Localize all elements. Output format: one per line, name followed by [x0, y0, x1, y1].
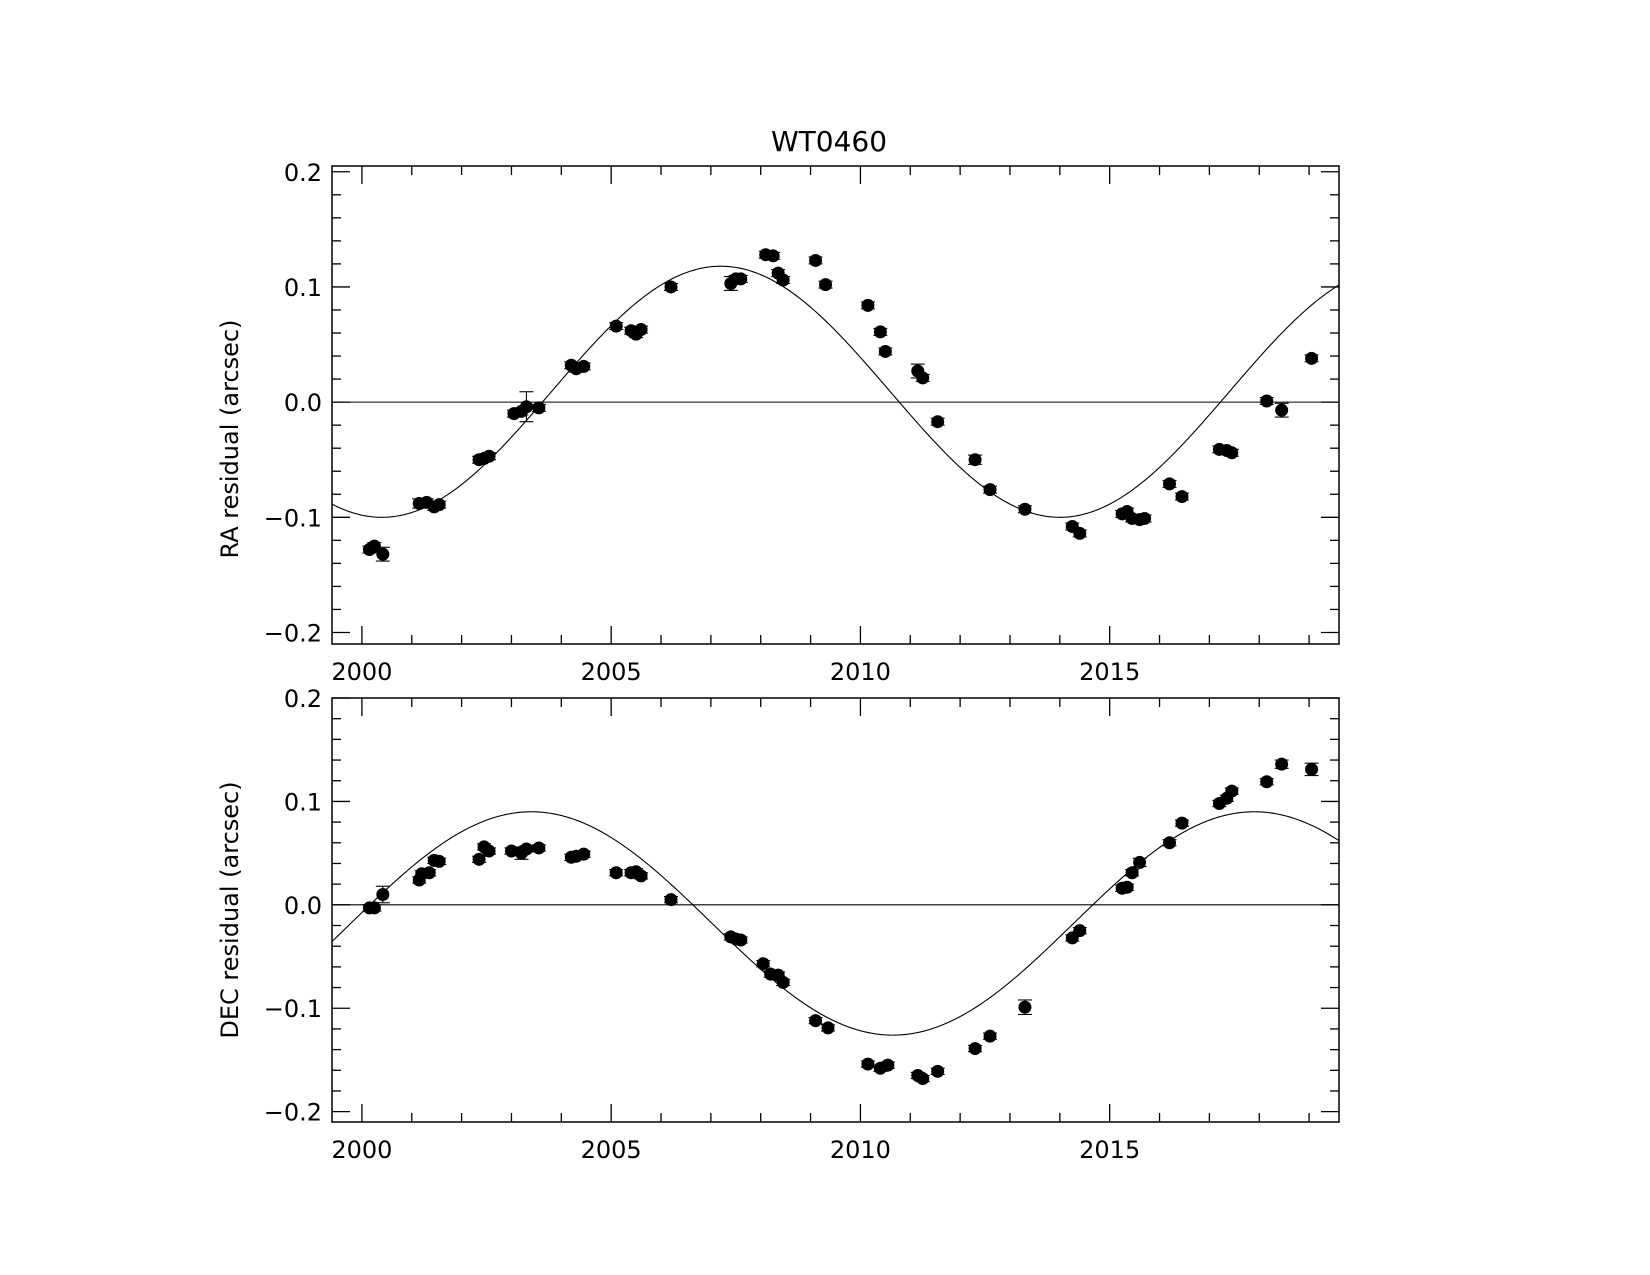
dec-data-point: [482, 844, 496, 858]
ra-data-point: [634, 323, 648, 337]
dec-data-point: [422, 866, 436, 880]
dec-data-point: [1260, 775, 1274, 789]
dec-data-point: [519, 842, 533, 856]
dec-data-point: [1018, 1000, 1032, 1014]
dec-data-point: [367, 901, 381, 915]
dec-data-point: [664, 893, 678, 907]
ra-plot-frame: [331, 165, 1340, 645]
dec-y-axis-label: DEC residual (arcsec): [216, 781, 244, 1038]
dec-data-point: [1125, 866, 1139, 880]
dec-data-point: [376, 887, 390, 901]
dec-x-tick-label: 2005: [581, 1136, 642, 1164]
ra-data-point: [664, 280, 678, 294]
ra-residual-panel: RA residual (arcsec) 2000 2005 2010 2015 −0.…: [216, 159, 1340, 686]
ra-data-point: [931, 415, 945, 429]
dec-residual-panel: DEC residual (arcsec) 2000 2005 2010 2015 −0…: [216, 685, 1340, 1164]
ra-data-point: [968, 453, 982, 467]
ra-y-tick-label: 0.0: [284, 389, 322, 417]
ra-y-tick-label: −0.1: [264, 504, 322, 532]
ra-data-point: [367, 539, 381, 553]
dec-data-point: [734, 933, 748, 947]
chart-title: WT0460: [771, 125, 887, 158]
ra-data-point: [1018, 502, 1032, 516]
ra-data-point: [776, 273, 790, 287]
ra-data-point: [983, 483, 997, 497]
ra-x-tick-label: 2010: [830, 658, 891, 686]
ra-y-tick-label: −0.2: [264, 619, 322, 647]
ra-data-point: [609, 319, 623, 333]
dec-y-tick-label: 0.0: [284, 892, 322, 920]
ra-data-point: [1175, 490, 1189, 504]
ra-y-axis-label: RA residual (arcsec): [216, 320, 244, 559]
ra-data-point: [861, 298, 875, 312]
ra-data-point: [1138, 511, 1152, 525]
dec-data-point: [472, 852, 486, 866]
dec-data-point: [1133, 855, 1147, 869]
dec-data-point: [1305, 762, 1319, 776]
ra-data-point: [1073, 526, 1087, 540]
dec-data-point: [609, 866, 623, 880]
ra-data-point: [1260, 394, 1274, 408]
ra-data-point: [819, 278, 833, 292]
ra-data-point: [766, 249, 780, 263]
dec-data-point: [881, 1058, 895, 1072]
dec-data-point: [1275, 757, 1289, 771]
dec-data-point: [504, 844, 518, 858]
ra-data-point: [376, 547, 390, 561]
ra-data-point: [1305, 351, 1319, 365]
ra-data-point: [916, 371, 930, 385]
dec-data-point: [1163, 836, 1177, 850]
ra-data-point: [432, 498, 446, 512]
dec-x-tick-label: 2000: [331, 1136, 392, 1164]
ra-data-point: [482, 449, 496, 463]
ra-x-tick-label: 2000: [331, 658, 392, 686]
ra-x-tick-label: 2015: [1079, 658, 1140, 686]
dec-data-point: [983, 1029, 997, 1043]
ra-data-point: [577, 359, 591, 373]
ra-data-point: [873, 325, 887, 339]
dec-data-point: [1073, 924, 1087, 938]
dec-data-point: [756, 957, 770, 971]
dec-data-point: [532, 841, 546, 855]
dec-data-point: [776, 975, 790, 989]
ra-data-point: [1275, 403, 1289, 417]
ra-y-tick-label: 0.1: [284, 274, 322, 302]
dec-data-point: [821, 1021, 835, 1035]
ra-y-tick-label: 0.2: [284, 159, 322, 187]
dec-plot-frame: [331, 697, 1340, 1123]
dec-data-point: [968, 1042, 982, 1056]
ra-x-tick-label: 2005: [581, 658, 642, 686]
ra-data-point: [734, 272, 748, 286]
dec-y-tick-label: 0.1: [284, 788, 322, 816]
dec-data-point: [931, 1064, 945, 1078]
ra-data-point: [519, 400, 533, 414]
dec-y-tick-label: 0.2: [284, 685, 322, 713]
dec-x-tick-label: 2015: [1079, 1136, 1140, 1164]
dec-data-point: [577, 847, 591, 861]
dec-data-point: [1225, 784, 1239, 798]
dec-data-point: [916, 1072, 930, 1086]
dec-data-point: [861, 1057, 875, 1071]
ra-data-point: [809, 253, 823, 267]
dec-data-point: [1175, 816, 1189, 830]
dec-x-tick-label: 2010: [830, 1136, 891, 1164]
ra-data-point: [532, 401, 546, 415]
ra-data-point: [1163, 477, 1177, 491]
ra-data-point: [878, 344, 892, 358]
ra-fit-curve: [331, 265, 1340, 518]
ra-data-point: [1225, 446, 1239, 460]
dec-y-tick-label: −0.1: [264, 995, 322, 1023]
dec-data-point: [432, 854, 446, 868]
dec-data-point: [634, 869, 648, 883]
dec-data-point: [809, 1014, 823, 1028]
dec-y-tick-label: −0.2: [264, 1099, 322, 1127]
dec-data-point: [1120, 880, 1134, 894]
